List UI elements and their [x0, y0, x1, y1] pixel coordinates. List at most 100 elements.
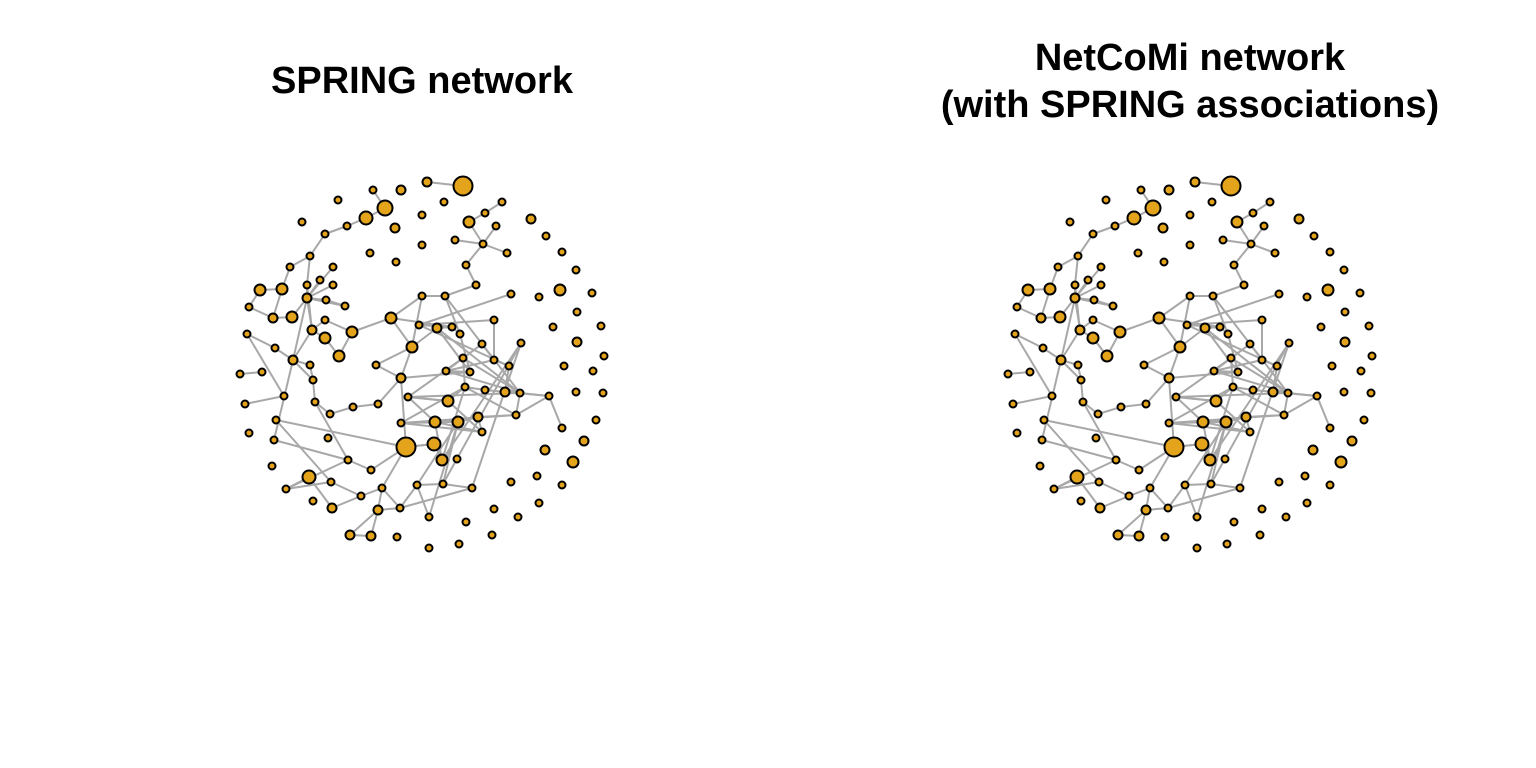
network-node: [1073, 251, 1083, 261]
network-node: [591, 415, 601, 425]
network-node: [1012, 428, 1022, 438]
network-node: [1265, 197, 1275, 207]
network-node: [1094, 502, 1106, 514]
network-node: [395, 436, 417, 458]
network-edge: [1186, 293, 1280, 326]
network-edge: [375, 346, 413, 366]
network-node: [497, 197, 507, 207]
network-node: [242, 329, 252, 339]
network-node: [1203, 453, 1217, 467]
network-edge: [1014, 333, 1053, 397]
network-edge: [1043, 419, 1100, 483]
network-node: [1208, 291, 1218, 301]
network-node: [1108, 301, 1118, 311]
network-node: [1163, 184, 1175, 196]
network-node: [440, 291, 450, 301]
network-node: [572, 307, 582, 317]
network-node: [1206, 479, 1216, 489]
node-layer: [235, 175, 609, 553]
network-node: [1356, 366, 1366, 376]
network-node: [1233, 367, 1243, 377]
panel-spring-network: SPRING network: [235, 60, 609, 553]
network-node: [1076, 375, 1086, 385]
network-node: [1113, 325, 1127, 339]
network-node: [1185, 291, 1195, 301]
network-node: [244, 428, 254, 438]
network-node: [1257, 504, 1267, 514]
network-node: [253, 283, 267, 297]
network-edge: [1060, 297, 1076, 361]
network-node: [287, 354, 299, 366]
network-node: [269, 435, 279, 445]
network-edge: [445, 359, 495, 372]
network-node: [1255, 530, 1265, 540]
network-node: [587, 288, 597, 298]
network-node: [1364, 321, 1374, 331]
network-edge: [436, 327, 471, 373]
network-edge: [400, 422, 483, 433]
network-node: [439, 197, 449, 207]
network-node: [1222, 539, 1232, 549]
network-node: [328, 280, 338, 290]
network-node: [1259, 221, 1269, 231]
network-node: [302, 280, 312, 290]
network-node: [244, 302, 254, 312]
network-node: [1088, 315, 1098, 325]
network-node: [384, 311, 398, 325]
network-node: [544, 391, 554, 401]
network-node: [1076, 496, 1086, 506]
network-edge: [246, 333, 285, 397]
network-node: [1141, 399, 1151, 409]
network-edge: [1145, 377, 1170, 405]
network-node: [598, 388, 608, 398]
network-node: [1173, 340, 1187, 354]
network-node: [435, 453, 449, 467]
network-node: [377, 483, 387, 493]
network-edge: [244, 395, 285, 405]
network-node: [1101, 195, 1111, 205]
panel-title-line-2: (with SPRING associations): [941, 84, 1439, 126]
network-node: [1100, 349, 1114, 363]
network-edge: [1230, 357, 1289, 394]
network-edge: [330, 481, 362, 497]
network-edge: [444, 284, 477, 297]
network-node: [271, 415, 281, 425]
network-node: [345, 325, 359, 339]
network-node: [305, 360, 315, 370]
network-node: [1049, 484, 1059, 494]
network-node: [1152, 311, 1166, 325]
network-node: [1239, 280, 1249, 290]
network-node: [344, 529, 356, 541]
network-node: [1035, 312, 1047, 324]
network-node: [1144, 199, 1162, 217]
network-edge: [418, 293, 512, 326]
network-node: [1209, 394, 1223, 408]
network-node: [454, 539, 464, 549]
network-node: [421, 176, 433, 188]
network-node: [1157, 222, 1169, 234]
network-node: [414, 320, 424, 330]
network-node: [368, 185, 378, 195]
network-edge: [1143, 346, 1181, 366]
network-edge: [1168, 422, 1251, 433]
network-node: [455, 329, 465, 339]
network-node: [365, 530, 377, 542]
network-edge: [464, 386, 517, 416]
network-edge: [1204, 327, 1239, 373]
network-node: [1012, 302, 1022, 312]
network-node: [1359, 415, 1369, 425]
network-node: [1140, 504, 1152, 516]
network-node: [358, 210, 374, 226]
network-node: [588, 366, 598, 376]
network-edge: [1041, 439, 1117, 461]
network-edge: [519, 392, 550, 397]
network-node: [1043, 282, 1057, 296]
network-node: [525, 213, 537, 225]
network-node: [1339, 336, 1351, 348]
network-node: [571, 265, 581, 275]
network-node: [1272, 361, 1282, 371]
network-edge: [349, 509, 379, 536]
network-edge: [1213, 359, 1263, 372]
network-edge: [1167, 487, 1241, 509]
network-node: [1218, 235, 1228, 245]
